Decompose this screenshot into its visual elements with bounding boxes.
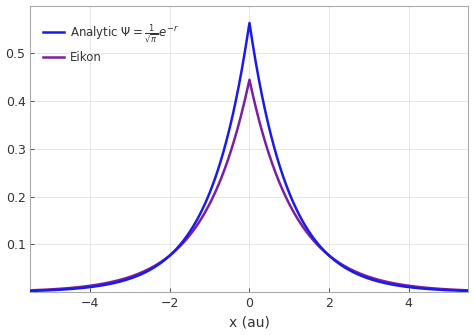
Eikon — [355, 270, 360, 274]
Analytic $\Psi = \frac{1}{\sqrt{\pi}}e^{-r}$ — [465, 289, 471, 293]
Analytic $\Psi = \frac{1}{\sqrt{\pi}}e^{-r}$ — [195, 216, 201, 220]
Eikon — [27, 288, 33, 292]
Line: Eikon: Eikon — [30, 80, 468, 290]
Analytic $\Psi = \frac{1}{\sqrt{\pi}}e^{-r}$ — [27, 289, 33, 293]
Eikon — [388, 281, 393, 285]
Legend: Analytic $\Psi = \frac{1}{\sqrt{\pi}}e^{-r}$, Eikon: Analytic $\Psi = \frac{1}{\sqrt{\pi}}e^{… — [41, 20, 182, 66]
Eikon — [465, 288, 471, 292]
Analytic $\Psi = \frac{1}{\sqrt{\pi}}e^{-r}$ — [246, 21, 252, 25]
Eikon — [312, 241, 318, 245]
Eikon — [246, 78, 252, 82]
Analytic $\Psi = \frac{1}{\sqrt{\pi}}e^{-r}$ — [312, 239, 318, 243]
Eikon — [195, 222, 201, 226]
Analytic $\Psi = \frac{1}{\sqrt{\pi}}e^{-r}$ — [355, 272, 360, 276]
Eikon — [107, 280, 113, 284]
X-axis label: x (au): x (au) — [229, 316, 270, 329]
Analytic $\Psi = \frac{1}{\sqrt{\pi}}e^{-r}$ — [388, 282, 393, 286]
Analytic $\Psi = \frac{1}{\sqrt{\pi}}e^{-r}$ — [107, 282, 113, 286]
Analytic $\Psi = \frac{1}{\sqrt{\pi}}e^{-r}$ — [291, 200, 296, 204]
Eikon — [291, 209, 296, 213]
Line: Analytic $\Psi = \frac{1}{\sqrt{\pi}}e^{-r}$: Analytic $\Psi = \frac{1}{\sqrt{\pi}}e^{… — [30, 23, 468, 291]
